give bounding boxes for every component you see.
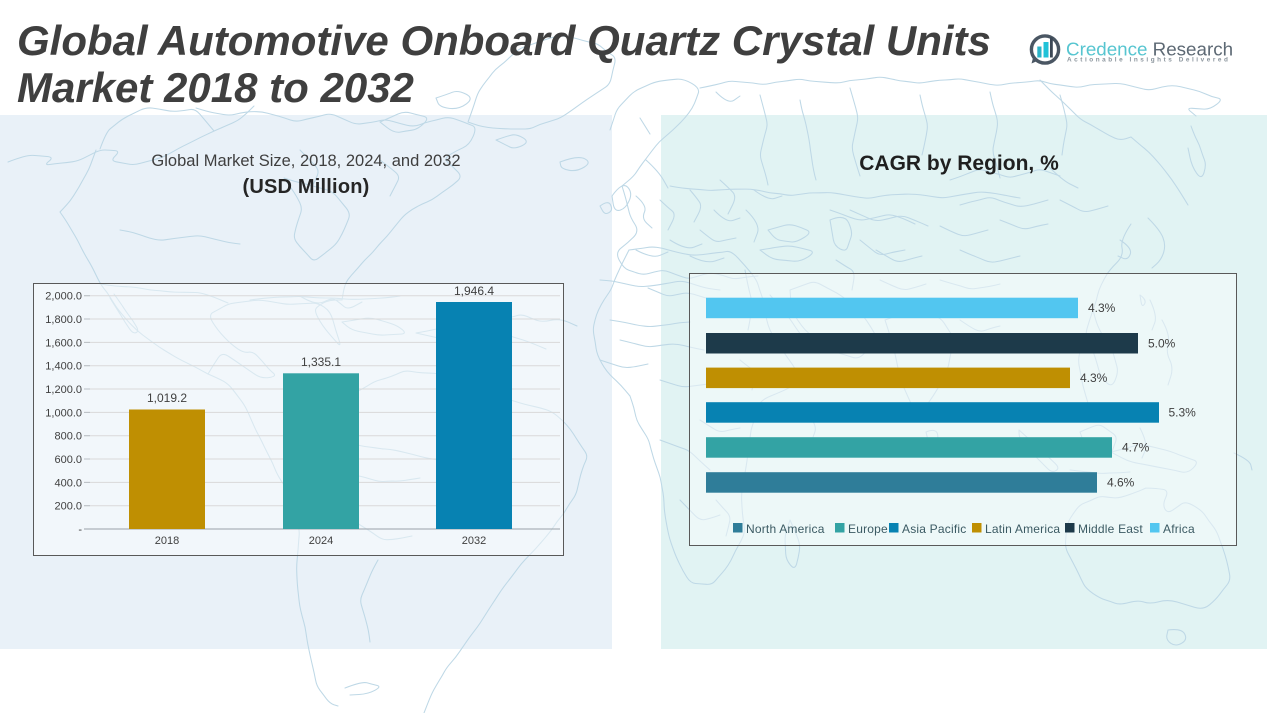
- svg-text:1,600.0: 1,600.0: [45, 337, 82, 349]
- svg-text:Actionable Insights Delivered: Actionable Insights Delivered: [1067, 57, 1230, 64]
- svg-text:2018: 2018: [155, 535, 179, 547]
- svg-text:2024: 2024: [309, 535, 333, 547]
- svg-text:200.0: 200.0: [54, 501, 82, 513]
- svg-text:Asia Pacific: Asia Pacific: [902, 522, 966, 536]
- svg-text:800.0: 800.0: [54, 431, 82, 443]
- svg-text:400.0: 400.0: [54, 477, 82, 489]
- svg-text:5.3%: 5.3%: [1169, 406, 1197, 420]
- svg-text:1,019.2: 1,019.2: [147, 391, 187, 405]
- svg-text:1,400.0: 1,400.0: [45, 361, 82, 373]
- svg-text:North America: North America: [746, 522, 825, 536]
- svg-text:2032: 2032: [462, 535, 486, 547]
- svg-text:4.3%: 4.3%: [1080, 371, 1108, 385]
- svg-text:Europe: Europe: [848, 522, 888, 536]
- svg-text:-: -: [78, 524, 82, 536]
- svg-text:1,946.4: 1,946.4: [454, 284, 494, 298]
- svg-text:1,335.1: 1,335.1: [301, 355, 341, 369]
- svg-text:2,000.0: 2,000.0: [45, 291, 82, 303]
- svg-text:1,000.0: 1,000.0: [45, 407, 82, 419]
- svg-text:4.6%: 4.6%: [1107, 476, 1135, 490]
- svg-text:1,800.0: 1,800.0: [45, 314, 82, 326]
- svg-text:5.0%: 5.0%: [1148, 337, 1176, 351]
- svg-text:Latin America: Latin America: [985, 522, 1060, 536]
- svg-text:4.7%: 4.7%: [1122, 441, 1150, 455]
- svg-text:Credence Research: Credence Research: [1066, 39, 1233, 60]
- svg-text:600.0: 600.0: [54, 454, 82, 466]
- svg-text:4.3%: 4.3%: [1088, 301, 1116, 315]
- svg-text:Africa: Africa: [1163, 522, 1195, 536]
- svg-text:Middle East: Middle East: [1078, 522, 1143, 536]
- svg-text:1,200.0: 1,200.0: [45, 384, 82, 396]
